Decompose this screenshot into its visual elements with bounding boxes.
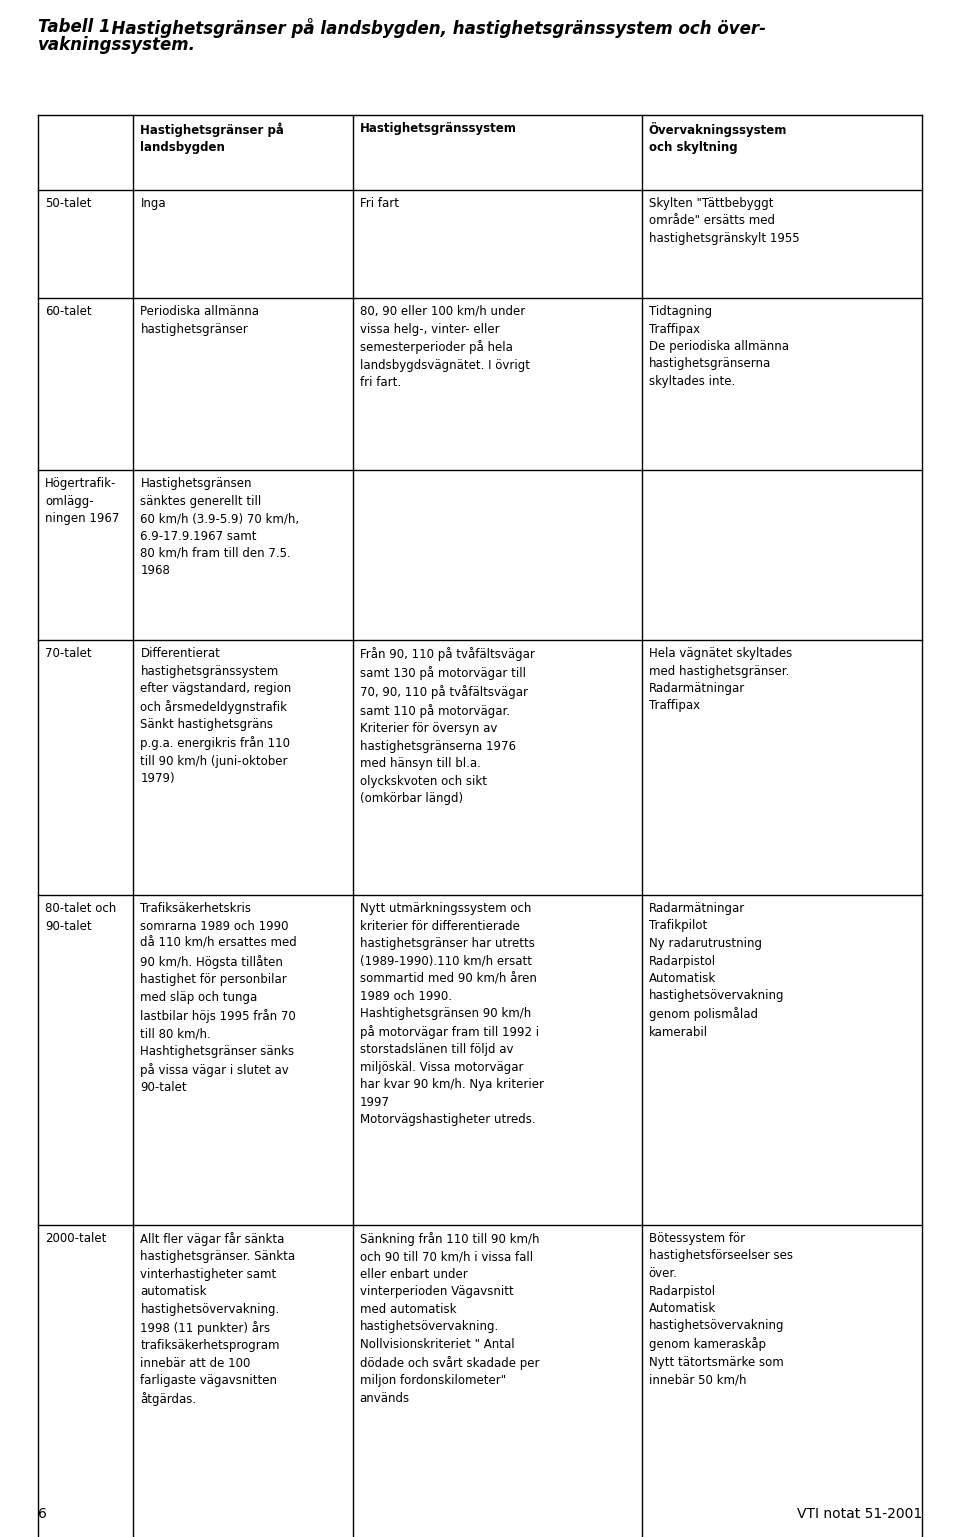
Text: 50-talet: 50-talet xyxy=(45,197,91,211)
Text: Hastighetsgränsen
sänktes generellt till
60 km/h (3.9-5.9) 70 km/h,
6.9-17.9.196: Hastighetsgränsen sänktes generellt till… xyxy=(140,476,300,578)
Text: Tabell 1: Tabell 1 xyxy=(38,18,110,35)
Text: Övervakningssystem
och skyltning: Övervakningssystem och skyltning xyxy=(649,121,787,155)
Text: Bötessystem för
hastighetsförseelser ses
över.
Radarpistol
Automatisk
hastighets: Bötessystem för hastighetsförseelser ses… xyxy=(649,1233,793,1386)
Text: Skylten "Tättbebyggt
område" ersätts med
hastighetsgränskylt 1955: Skylten "Tättbebyggt område" ersätts med… xyxy=(649,197,800,244)
Text: vakningssystem.: vakningssystem. xyxy=(38,35,196,54)
Text: 70-talet: 70-talet xyxy=(45,647,91,659)
Text: VTI notat 51-2001: VTI notat 51-2001 xyxy=(797,1506,922,1522)
Text: 6: 6 xyxy=(38,1506,47,1522)
Text: Inga: Inga xyxy=(140,197,166,211)
Text: Högertrafik-
omlägg-
ningen 1967: Högertrafik- omlägg- ningen 1967 xyxy=(45,476,119,526)
Text: Sänkning från 110 till 90 km/h
och 90 till 70 km/h i vissa fall
eller enbart und: Sänkning från 110 till 90 km/h och 90 ti… xyxy=(360,1233,540,1405)
Text: Hastighetsgränssystem: Hastighetsgränssystem xyxy=(360,121,516,135)
Text: 80-talet och
90-talet: 80-talet och 90-talet xyxy=(45,902,116,933)
Text: Hastighetsgränser på
landsbygden: Hastighetsgränser på landsbygden xyxy=(140,121,284,154)
Text: 80, 90 eller 100 km/h under
vissa helg-, vinter- eller
semesterperioder på hela
: 80, 90 eller 100 km/h under vissa helg-,… xyxy=(360,304,530,389)
Text: Hastighetsgränser på landsbygden, hastighetsgränssystem och över-: Hastighetsgränser på landsbygden, hastig… xyxy=(100,18,766,38)
Text: 60-talet: 60-talet xyxy=(45,304,91,318)
Text: Differentierat
hastighetsgränssystem
efter vägstandard, region
och årsmedeldygns: Differentierat hastighetsgränssystem eft… xyxy=(140,647,292,785)
Text: 2000-talet: 2000-talet xyxy=(45,1233,107,1245)
Text: Nytt utmärkningssystem och
kriterier för differentierade
hastighetsgränser har u: Nytt utmärkningssystem och kriterier för… xyxy=(360,902,543,1127)
Text: Hela vägnätet skyltades
med hastighetsgränser.
Radarmätningar
Traffipax: Hela vägnätet skyltades med hastighetsgr… xyxy=(649,647,792,713)
Text: Fri fart: Fri fart xyxy=(360,197,398,211)
Text: Trafiksäkerhetskris
somrarna 1989 och 1990
då 110 km/h ersattes med
90 km/h. Hög: Trafiksäkerhetskris somrarna 1989 och 19… xyxy=(140,902,298,1094)
Text: Periodiska allmänna
hastighetsgränser: Periodiska allmänna hastighetsgränser xyxy=(140,304,259,335)
Text: Tidtagning
Traffipax
De periodiska allmänna
hastighetsgränserna
skyltades inte.: Tidtagning Traffipax De periodiska allmä… xyxy=(649,304,789,387)
Text: Allt fler vägar får sänkta
hastighetsgränser. Sänkta
vinterhastigheter samt
auto: Allt fler vägar får sänkta hastighetsgrä… xyxy=(140,1233,296,1406)
Text: Radarmätningar
Trafikpilot
Ny radarutrustning
Radarpistol
Automatisk
hastighetsö: Radarmätningar Trafikpilot Ny radarutrus… xyxy=(649,902,784,1039)
Text: Från 90, 110 på tvåfältsvägar
samt 130 på motorvägar till
70, 90, 110 på tvåfält: Från 90, 110 på tvåfältsvägar samt 130 p… xyxy=(360,647,535,805)
